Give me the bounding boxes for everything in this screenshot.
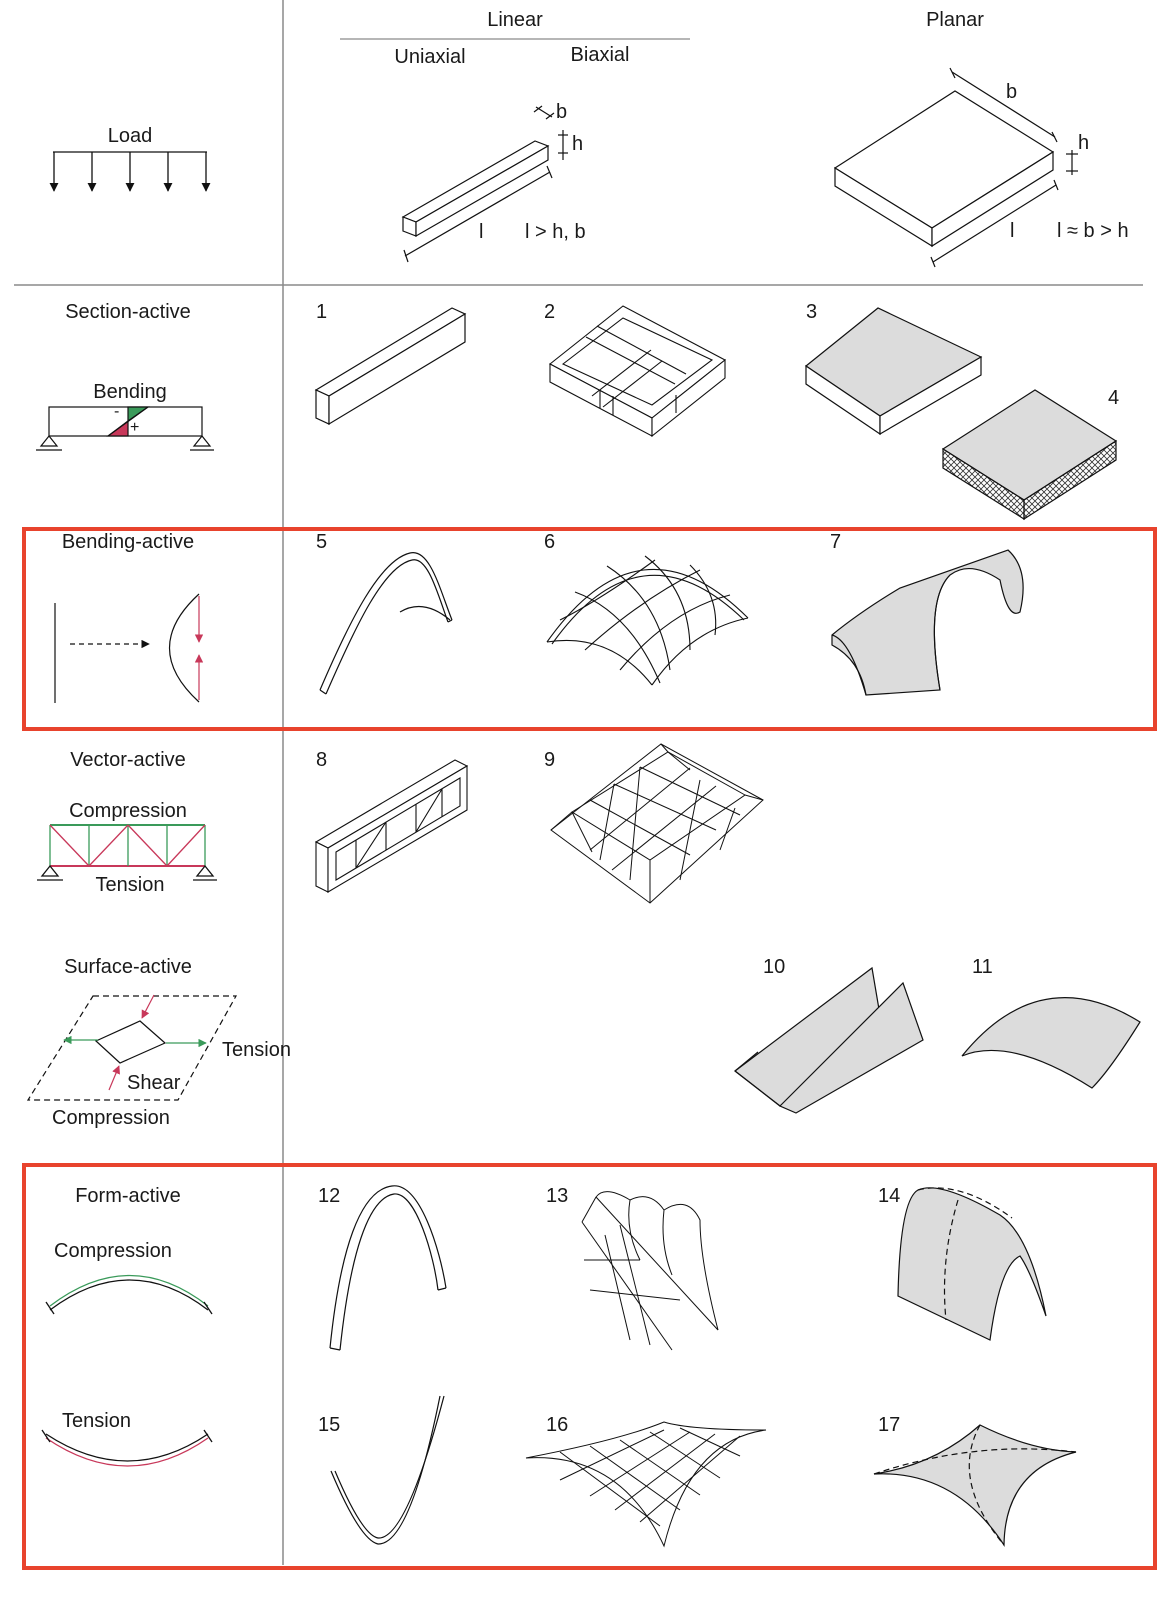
dim-l-label: l — [479, 221, 484, 243]
figure-15-cable — [330, 1395, 445, 1545]
figure-number-10: 10 — [763, 956, 786, 978]
row-section-active-sub: Bending — [93, 381, 167, 403]
figure-12-arch — [329, 1185, 447, 1351]
figure-2-grid-girders — [548, 305, 727, 438]
figure-number-6: 6 — [544, 531, 556, 553]
figure-number-2: 2 — [544, 301, 556, 323]
figure-number-8: 8 — [316, 749, 328, 771]
figure-number-5: 5 — [316, 531, 328, 553]
figure-3-plate — [804, 307, 983, 436]
dim-h-label: h — [572, 133, 584, 155]
figure-11-shell — [961, 997, 1141, 1089]
linear-rule: l > h, b — [525, 221, 586, 243]
truss-icon — [37, 824, 217, 881]
form-compression-label: Compression — [54, 1240, 172, 1262]
figure-17-membrane — [873, 1424, 1077, 1547]
bending-minus: - — [114, 403, 120, 420]
figure-number-13: 13 — [546, 1185, 569, 1207]
figure-7-bending-active-surface — [831, 549, 1024, 696]
surface-shear-label: Shear — [127, 1072, 181, 1094]
row-bending-active-title: Bending-active — [61, 531, 195, 553]
figure-13-barrel-grid — [581, 1191, 719, 1351]
tension-cable-icon — [41, 1429, 213, 1467]
planar-dim-b-label: b — [1006, 81, 1018, 103]
load-label: Load — [107, 125, 153, 147]
header-uniaxial: Uniaxial — [394, 46, 466, 68]
header-planar: Planar — [926, 9, 984, 31]
row-vector-active-title: Vector-active — [70, 749, 186, 771]
figure-14-barrel-vault — [897, 1187, 1047, 1341]
planar-dim-h-label: h — [1078, 132, 1090, 154]
surface-compression-label: Compression — [52, 1107, 170, 1129]
figure-8-planar-truss — [314, 759, 469, 893]
figure-10-folded-plate — [734, 966, 924, 1114]
figure-number-12: 12 — [318, 1185, 341, 1207]
figure-number-1: 1 — [316, 301, 328, 323]
figure-number-7: 7 — [830, 531, 842, 553]
compression-arch-icon — [45, 1274, 213, 1315]
figure-9-space-frame — [550, 743, 764, 904]
form-tension-label: Tension — [62, 1410, 131, 1432]
dim-b-label: b — [556, 101, 568, 123]
figure-4-sandwich-plate — [941, 389, 1118, 521]
vector-tension-label: Tension — [95, 874, 165, 896]
planar-rule: l ≈ b > h — [1057, 220, 1129, 242]
load-icon — [49, 151, 211, 192]
figure-number-4: 4 — [1108, 387, 1120, 409]
figure-number-14: 14 — [878, 1185, 901, 1207]
vector-compression-label: Compression — [69, 800, 187, 822]
linear-bar-icon — [401, 105, 568, 263]
header-linear: Linear — [487, 9, 543, 31]
figure-1-beam — [314, 307, 467, 426]
planar-dim-l-label: l — [1010, 220, 1015, 242]
figure-5-bending-active-strip — [319, 552, 453, 695]
row-section-active-title: Section-active — [65, 301, 191, 323]
figure-number-15: 15 — [318, 1414, 341, 1436]
figure-6-gridshell — [546, 555, 749, 686]
header-biaxial: Biaxial — [570, 44, 630, 66]
bending-plus: + — [130, 419, 140, 436]
bending-beam-icon — [36, 406, 214, 451]
form-active-highlight — [22, 1163, 1157, 1570]
figure-number-3: 3 — [806, 301, 818, 323]
planar-plate-icon — [833, 67, 1078, 268]
surface-tension-label: Tension — [222, 1039, 291, 1061]
row-surface-active-title: Surface-active — [64, 956, 192, 978]
bending-active-highlight — [22, 527, 1157, 731]
figure-number-9: 9 — [544, 749, 556, 771]
figure-16-cable-net — [525, 1421, 767, 1548]
figure-number-17: 17 — [878, 1414, 901, 1436]
figure-number-11: 11 — [972, 956, 993, 978]
surface-active-icon — [26, 994, 238, 1101]
figure-number-16: 16 — [546, 1414, 569, 1436]
bending-active-icon — [54, 593, 204, 703]
row-form-active-title: Form-active — [75, 1185, 181, 1207]
